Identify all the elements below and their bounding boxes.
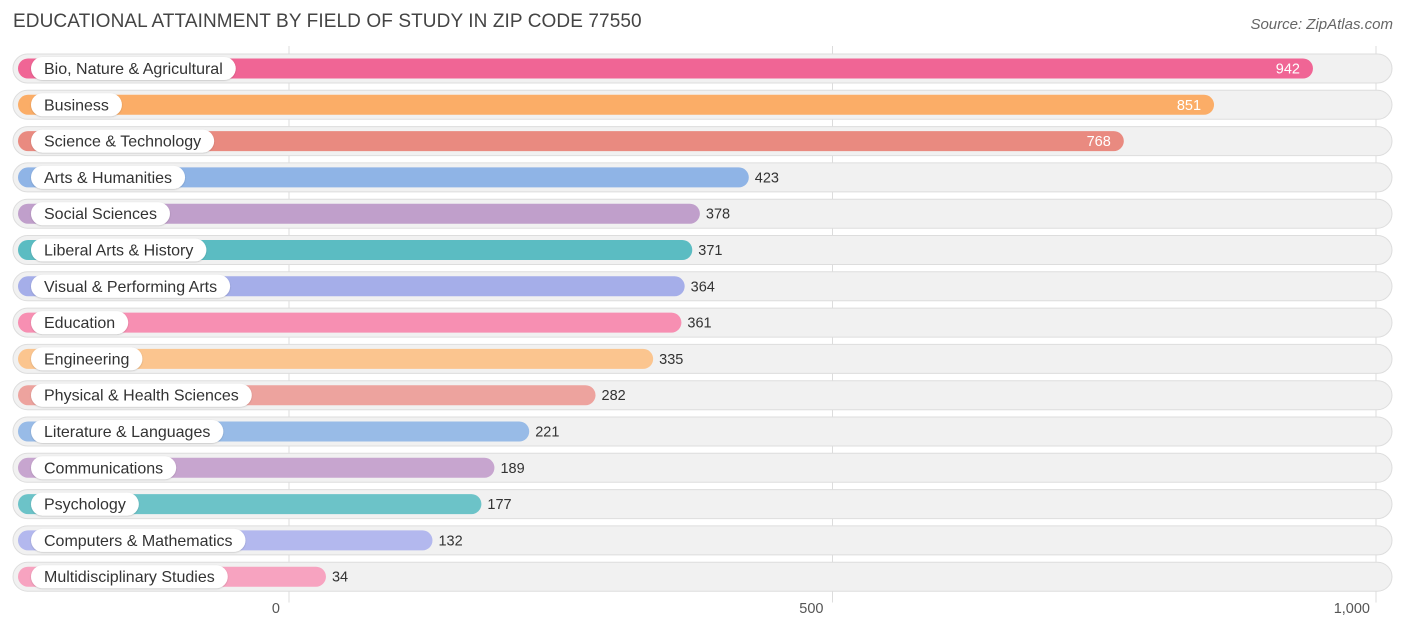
value-label: 423 — [755, 170, 779, 186]
value-label: 361 — [687, 316, 711, 332]
value-label: 942 — [1276, 62, 1300, 78]
category-label-pill — [31, 57, 236, 80]
category-label-pill — [31, 565, 228, 589]
category-label-pill — [31, 93, 122, 117]
value-label: 851 — [1177, 98, 1201, 114]
x-tick-label: 1,000 — [1334, 601, 1370, 617]
category-label: Communications — [44, 460, 163, 477]
category-label: Multidisciplinary Studies — [44, 569, 215, 586]
category-label: Arts & Humanities — [44, 170, 172, 187]
category-label: Physical & Health Sciences — [44, 388, 239, 405]
chart-source: Source: ZipAtlas.com — [1250, 16, 1393, 33]
category-label-pill — [31, 347, 143, 371]
value-label: 371 — [698, 243, 722, 259]
category-label: Psychology — [44, 497, 126, 514]
bar — [18, 94, 1215, 115]
value-label: 335 — [659, 352, 683, 368]
value-label: 34 — [332, 570, 348, 586]
category-label: Liberal Arts & History — [44, 243, 193, 260]
bar — [18, 348, 654, 369]
category-label-pill — [31, 129, 215, 153]
category-label: Social Sciences — [44, 206, 157, 223]
category-label: Science & Technology — [44, 134, 201, 151]
category-label-pill — [31, 165, 186, 189]
value-label: 364 — [691, 279, 715, 295]
x-tick-label: 500 — [799, 601, 823, 617]
category-label: Education — [44, 315, 115, 332]
category-label: Visual & Performing Arts — [44, 279, 217, 296]
category-label-pill — [31, 383, 252, 407]
category-label: Literature & Languages — [44, 424, 210, 441]
category-label-pill — [31, 202, 170, 226]
bars: Bio, Nature & Agricultural 942 Business 851… — [12, 53, 1393, 592]
value-label: 189 — [500, 461, 524, 477]
category-label-pill — [31, 420, 224, 443]
category-label: Engineering — [44, 351, 129, 368]
category-label: Business — [44, 97, 109, 114]
value-label: 768 — [1087, 134, 1111, 150]
category-label-pill — [31, 528, 246, 552]
bar — [18, 131, 1124, 152]
bar — [18, 167, 749, 188]
value-label: 378 — [706, 207, 730, 223]
chart-title: EDUCATIONAL ATTAINMENT BY FIELD OF STUDY… — [13, 11, 642, 32]
value-label: 282 — [602, 388, 626, 404]
category-label-pill — [31, 238, 207, 262]
category-label-pill — [31, 456, 177, 480]
value-label: 221 — [535, 425, 559, 441]
category-label-pill — [31, 492, 139, 516]
bar — [18, 203, 700, 224]
x-tick-label: 0 — [272, 601, 280, 617]
value-label: 177 — [487, 497, 511, 513]
category-label-pill — [31, 274, 231, 298]
category-label-pill — [31, 311, 129, 335]
value-label: 132 — [438, 533, 462, 549]
x-axis: 0 500 1,000 — [272, 601, 1370, 617]
category-label: Computers & Mathematics — [44, 533, 233, 550]
bar — [18, 312, 682, 333]
row-track — [12, 561, 1393, 592]
category-label: Bio, Nature & Agricultural — [44, 61, 223, 78]
bar — [18, 58, 1313, 79]
